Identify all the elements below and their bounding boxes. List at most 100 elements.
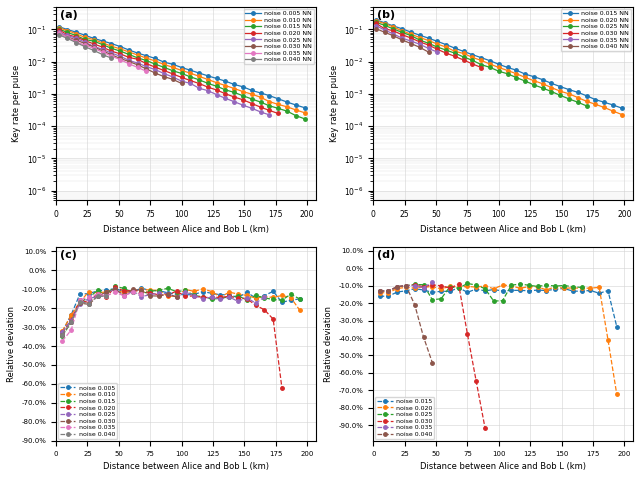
noise 0.030 <box>67 319 75 325</box>
noise 0.005 NN <box>266 93 273 98</box>
noise 0.025 <box>543 282 550 288</box>
noise 0.030 <box>164 291 172 297</box>
noise 0.020 NN <box>81 38 89 43</box>
noise 0.035 NN <box>116 57 124 63</box>
noise 0.015 NN <box>407 29 415 35</box>
noise 0.035 NN <box>390 31 397 37</box>
noise 0.020 NN <box>591 101 599 107</box>
noise 0.025 <box>446 284 454 290</box>
noise 0.025 NN <box>381 22 388 28</box>
noise 0.025 <box>376 288 383 294</box>
noise 0.020 NN <box>495 65 502 70</box>
noise 0.015 <box>287 292 294 297</box>
noise 0.030 NN <box>143 66 150 72</box>
noise 0.030 NN <box>63 34 71 40</box>
noise 0.035 NN <box>90 45 97 51</box>
noise 0.010 <box>252 295 259 301</box>
noise 0.025 NN <box>530 82 538 88</box>
noise 0.025 NN <box>433 44 441 50</box>
noise 0.005 <box>260 293 268 299</box>
noise 0.020 NN <box>407 31 415 37</box>
noise 0.020 <box>394 286 401 292</box>
noise 0.030 NN <box>90 44 97 50</box>
noise 0.030 NN <box>178 81 186 87</box>
noise 0.010 NN <box>125 49 132 55</box>
noise 0.015 <box>120 285 128 291</box>
noise 0.015 NN <box>522 71 529 77</box>
noise 0.025 <box>472 282 480 288</box>
noise 0.025 NN <box>63 33 71 38</box>
noise 0.015 <box>199 294 207 300</box>
noise 0.030 <box>173 294 180 300</box>
noise 0.025 <box>560 282 568 288</box>
noise 0.020 <box>490 286 498 292</box>
noise 0.020 <box>428 284 436 290</box>
noise 0.035 NN <box>134 65 141 70</box>
noise 0.025 NN <box>398 30 406 35</box>
noise 0.025 <box>481 286 489 292</box>
Line: noise 0.025 NN: noise 0.025 NN <box>57 31 271 117</box>
noise 0.010 <box>243 293 251 298</box>
noise 0.015 <box>490 287 498 293</box>
noise 0.020 NN <box>63 32 71 38</box>
noise 0.025 NN <box>108 50 115 56</box>
noise 0.010 <box>260 294 268 300</box>
noise 0.025 <box>102 291 110 296</box>
noise 0.025 NN <box>477 62 485 67</box>
noise 0.010 <box>182 287 189 293</box>
noise 0.005 NN <box>213 76 221 81</box>
noise 0.010 NN <box>275 101 282 107</box>
noise 0.025 NN <box>81 39 89 45</box>
noise 0.020 <box>243 296 251 302</box>
noise 0.015 <box>428 290 436 295</box>
Line: noise 0.040 NN: noise 0.040 NN <box>374 27 430 54</box>
noise 0.020 <box>455 284 463 290</box>
noise 0.020 NN <box>513 71 520 76</box>
noise 0.010 NN <box>213 80 221 86</box>
noise 0.025 <box>499 298 506 304</box>
noise 0.015 NN <box>600 99 608 105</box>
noise 0.020 <box>586 285 594 291</box>
noise 0.020 <box>190 293 198 299</box>
noise 0.025 <box>402 282 410 288</box>
noise 0.020 <box>534 284 541 290</box>
noise 0.010 NN <box>230 86 238 91</box>
noise 0.030 <box>120 293 128 298</box>
noise 0.020 NN <box>178 75 186 80</box>
noise 0.025 NN <box>583 103 591 109</box>
noise 0.020 NN <box>451 48 459 54</box>
noise 0.025 <box>260 294 268 300</box>
noise 0.025 NN <box>99 46 106 52</box>
noise 0.025 NN <box>442 47 450 53</box>
noise 0.010 NN <box>152 58 159 64</box>
Line: noise 0.005 NN: noise 0.005 NN <box>57 25 307 109</box>
noise 0.015 NN <box>90 38 97 44</box>
noise 0.010 <box>155 288 163 293</box>
noise 0.030 NN <box>81 41 89 46</box>
noise 0.015 <box>394 289 401 295</box>
noise 0.030 <box>111 286 119 292</box>
noise 0.020 NN <box>504 68 511 74</box>
noise 0.015 NN <box>160 65 168 70</box>
noise 0.015 NN <box>221 87 229 93</box>
noise 0.030 <box>58 332 66 337</box>
noise 0.015 <box>76 299 84 305</box>
Text: (d): (d) <box>377 250 396 261</box>
noise 0.025 <box>129 289 136 294</box>
noise 0.025 <box>420 282 428 288</box>
noise 0.015 <box>402 288 410 293</box>
noise 0.015 <box>613 324 621 329</box>
noise 0.020 NN <box>425 38 433 43</box>
noise 0.015 NN <box>266 103 273 109</box>
noise 0.020 NN <box>468 54 476 60</box>
noise 0.025 NN <box>407 33 415 38</box>
noise 0.020 NN <box>213 87 221 93</box>
noise 0.040 <box>67 320 75 326</box>
noise 0.015 NN <box>451 45 459 51</box>
noise 0.030 NN <box>477 65 485 70</box>
noise 0.030 <box>428 282 436 288</box>
noise 0.035 NN <box>143 68 150 74</box>
noise 0.015 NN <box>257 99 264 105</box>
noise 0.030 NN <box>169 76 177 82</box>
noise 0.015 NN <box>574 89 582 95</box>
